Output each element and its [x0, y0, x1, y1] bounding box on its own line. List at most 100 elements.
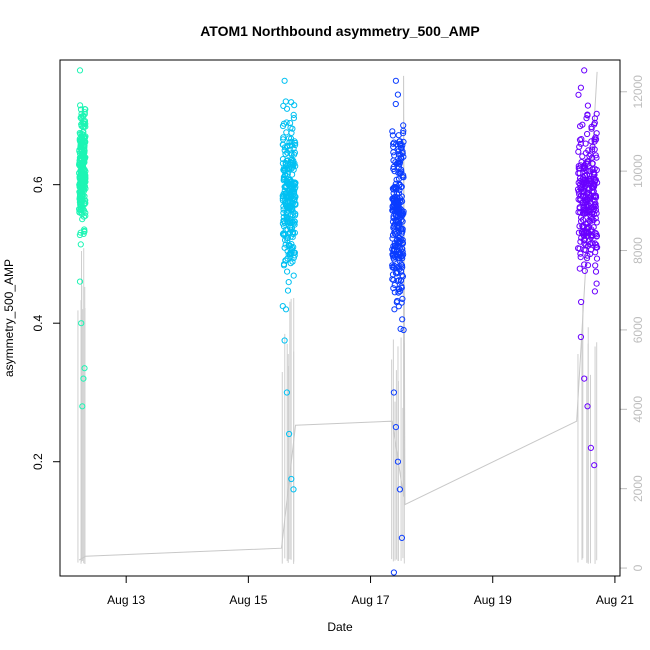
data-point: [280, 102, 287, 110]
data-point: [280, 165, 288, 172]
data-point: [400, 127, 407, 134]
data-point: [390, 223, 397, 230]
data-point: [577, 254, 584, 261]
data-point-outlier: [394, 458, 401, 465]
data-point: [399, 295, 406, 302]
data-point: [586, 152, 593, 160]
data-point: [391, 247, 398, 254]
secondary-line-layer: [77, 71, 598, 565]
data-point: [593, 110, 600, 117]
data-point: [281, 187, 288, 194]
x-tick-label-4: Aug 21: [596, 593, 634, 607]
data-point: [584, 160, 591, 167]
y-axis-label: asymmetry_500_AMP: [2, 259, 16, 377]
data-point-outlier: [288, 475, 295, 483]
data-point: [576, 136, 584, 143]
data-point: [393, 176, 400, 183]
data-point: [593, 244, 600, 251]
data-point-outlier: [584, 112, 591, 119]
data-point: [592, 268, 600, 275]
data-point: [287, 249, 294, 256]
data-point-outlier: [390, 569, 397, 576]
data-point: [282, 171, 289, 179]
data-point: [391, 306, 398, 313]
data-point: [290, 272, 297, 279]
data-point: [587, 151, 594, 158]
series-1: [279, 77, 299, 493]
data-point: [287, 193, 294, 200]
data-point-outlier: [281, 77, 288, 84]
data-point: [292, 193, 299, 200]
data-point: [575, 196, 582, 203]
data-point-outlier: [81, 365, 88, 372]
data-point: [575, 91, 582, 98]
data-point: [395, 289, 402, 296]
data-point-outlier: [283, 389, 290, 396]
data-point: [287, 211, 294, 218]
data-point: [389, 132, 396, 139]
chart-title: ATOM1 Northbound asymmetry_500_AMP: [200, 23, 480, 39]
data-point: [284, 287, 292, 294]
data-point: [78, 145, 85, 152]
data-point: [79, 173, 86, 180]
data-point: [389, 128, 396, 135]
data-point: [77, 205, 84, 212]
x-axis-label: Date: [327, 620, 353, 634]
data-point: [398, 166, 405, 173]
data-point: [398, 245, 406, 252]
y2-tick-label-4: 8000: [631, 237, 645, 264]
data-point: [581, 246, 588, 253]
data-point: [583, 255, 591, 262]
data-point: [289, 171, 296, 178]
data-point: [390, 139, 398, 146]
data-point: [290, 115, 297, 122]
data-point: [576, 175, 584, 182]
data-point: [588, 138, 595, 145]
data-point: [587, 175, 594, 182]
data-point: [592, 206, 600, 214]
data-point: [579, 216, 587, 223]
data-point: [280, 217, 287, 224]
data-point: [396, 186, 403, 194]
series-0: [76, 67, 89, 410]
data-point: [282, 231, 289, 238]
data-point: [583, 190, 590, 197]
data-point: [76, 195, 83, 202]
data-point: [400, 138, 407, 145]
data-point: [398, 262, 406, 269]
data-point: [579, 181, 586, 189]
data-point: [77, 188, 84, 195]
data-point: [592, 200, 599, 207]
data-point: [285, 135, 293, 142]
data-point: [394, 277, 401, 285]
data-point: [280, 209, 287, 217]
data-point: [391, 262, 398, 269]
data-point: [575, 148, 582, 155]
data-point: [586, 191, 593, 198]
data-point: [76, 231, 84, 239]
data-point: [77, 241, 84, 248]
data-point: [393, 270, 400, 277]
data-point-outlier: [80, 375, 87, 382]
data-point: [391, 240, 398, 247]
data-point: [591, 138, 598, 145]
data-point: [81, 109, 88, 116]
data-point: [579, 231, 587, 238]
data-point: [80, 112, 87, 119]
data-point: [584, 102, 592, 109]
data-point: [282, 190, 289, 197]
data-point-outlier: [587, 444, 595, 451]
data-point: [397, 170, 404, 177]
data-point: [288, 159, 295, 166]
data-point: [397, 145, 404, 152]
data-point: [398, 283, 405, 290]
data-point: [287, 120, 294, 127]
data-point: [283, 144, 291, 151]
data-point-outlier: [398, 534, 405, 542]
data-point: [79, 161, 86, 169]
data-point: [575, 245, 582, 252]
y2-tick-label-2: 4000: [631, 396, 645, 423]
data-point: [591, 178, 599, 185]
data-point: [283, 129, 290, 136]
